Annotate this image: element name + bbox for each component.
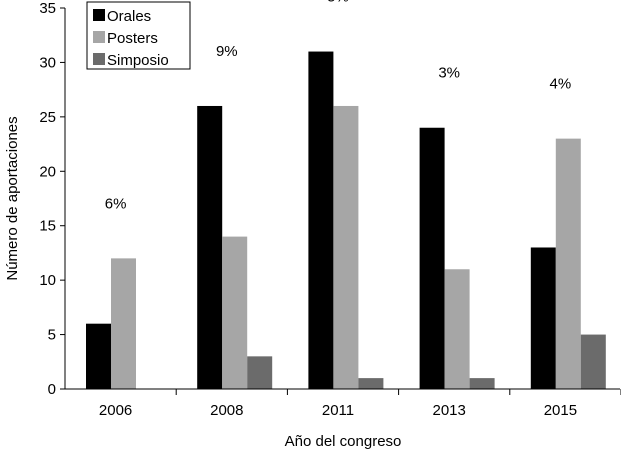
- bar-posters-2006: [111, 258, 136, 389]
- y-tick-label: 20: [39, 163, 56, 180]
- bar-posters-2015: [555, 138, 581, 389]
- y-tick-label: 0: [48, 381, 56, 398]
- bar-simposio-2013: [469, 378, 495, 389]
- bar-posters-2013: [444, 269, 470, 389]
- legend-label-posters: Posters: [107, 30, 158, 47]
- bar-orales-2006: [86, 323, 111, 389]
- y-axis-ticks: 0 5 10 15 20 25 30 35: [39, 0, 65, 398]
- y-axis-title: Número de aportaciones: [4, 116, 21, 280]
- x-axis-ticks: 2006 2008 2011 2013 2015: [99, 389, 621, 419]
- x-tick-label: 2013: [433, 402, 466, 419]
- y-tick-label: 25: [39, 109, 56, 126]
- percentage-label: 9%: [216, 43, 238, 60]
- bar-orales-2008: [197, 105, 223, 389]
- bar-simposio-2015: [580, 334, 606, 389]
- x-tick-label: 2011: [322, 402, 354, 419]
- y-tick-label: 5: [48, 327, 56, 344]
- y-tick-label: 30: [39, 54, 56, 71]
- percentage-label: 3%: [438, 65, 460, 82]
- bar-orales-2013: [419, 127, 445, 389]
- percentage-annotations: 6% 9% 5% 3% 4%: [105, 0, 571, 212]
- legend-label-orales: Orales: [107, 8, 151, 25]
- legend-label-simposio: Simposio: [107, 52, 169, 69]
- legend-swatch-posters: [93, 31, 105, 43]
- bar-simposio-2011: [358, 378, 384, 389]
- x-tick-label: 2008: [210, 402, 243, 419]
- percentage-label: 6%: [105, 195, 127, 212]
- legend-swatch-orales: [93, 9, 105, 21]
- y-tick-label: 35: [39, 0, 56, 17]
- bar-posters-2008: [222, 236, 248, 389]
- legend-swatch-simposio: [93, 53, 105, 65]
- percentage-label: 5%: [327, 0, 349, 5]
- bars: [86, 51, 606, 390]
- bar-orales-2011: [308, 51, 334, 390]
- y-tick-label: 15: [39, 218, 56, 235]
- y-tick-label: 10: [39, 272, 56, 289]
- legend: Orales Posters Simposio: [86, 1, 191, 70]
- bar-orales-2015: [530, 247, 556, 389]
- bar-posters-2011: [333, 105, 359, 389]
- bar-simposio-2008: [247, 356, 273, 389]
- x-tick-label: 2015: [544, 402, 577, 419]
- x-axis-title: Año del congreso: [285, 433, 402, 450]
- percentage-label: 4%: [550, 76, 572, 93]
- x-tick-label: 2006: [99, 402, 132, 419]
